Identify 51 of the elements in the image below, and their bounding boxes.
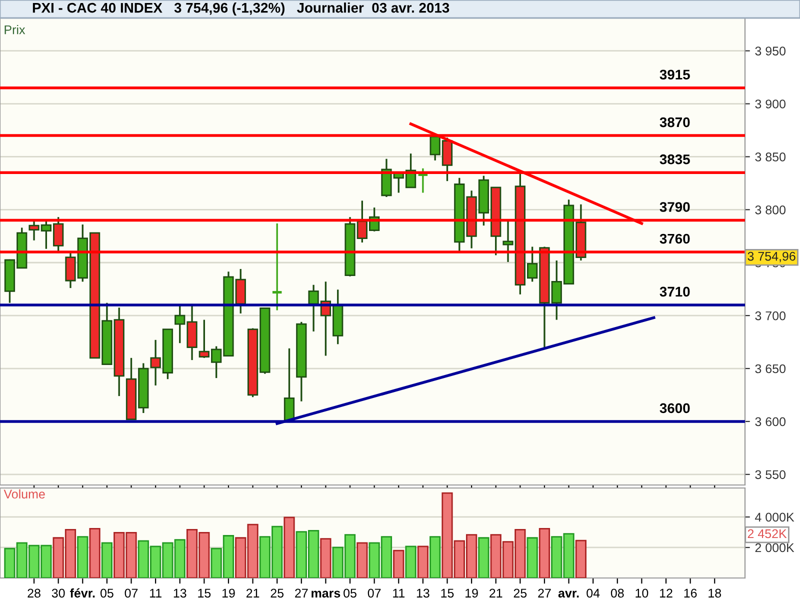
ref-line-label: 3915 [660, 70, 690, 80]
x-tick-label: 18 [708, 588, 722, 598]
y-tick-label: 3 600 [755, 417, 786, 426]
x-tick-label: 08 [610, 588, 624, 598]
x-tick-label: 13 [174, 588, 186, 598]
x-tick-label: 07 [124, 588, 138, 598]
x-tick-label: 27 [538, 588, 551, 598]
x-tick-label: 05 [100, 588, 114, 598]
x-tick-label: mars [312, 590, 340, 598]
ref-line-label: 3710 [660, 286, 690, 297]
x-tick-label: 25 [270, 588, 284, 598]
x-tick-label: févr. [70, 588, 95, 598]
x-tick-label: 11 [150, 588, 162, 598]
x-tick-label: avr. [558, 590, 579, 598]
y-tick-label: 3 950 [755, 46, 786, 56]
x-tick-label: 11 [393, 588, 405, 598]
x-tick-label: 28 [28, 588, 40, 598]
x-tick-label: 27 [295, 588, 308, 598]
x-tick-label: 21 [490, 588, 502, 598]
x-tick-label: 19 [466, 588, 478, 598]
x-tick-label: 15 [441, 588, 454, 598]
y-axis-title: Volume [4, 489, 45, 499]
ref-line-label: 3760 [660, 234, 690, 244]
y-tick-label: 3 650 [755, 364, 786, 374]
x-tick-label: 25 [514, 588, 527, 598]
x-tick-label: 07 [368, 588, 381, 598]
y-tick-label: 3 900 [755, 100, 786, 108]
ref-line-label: 3790 [660, 202, 690, 212]
y-axis-title: Prix [4, 25, 26, 34]
ref-line-label: 3835 [660, 154, 690, 164]
x-tick-label: 10 [636, 588, 648, 598]
ref-line-label: 3870 [660, 117, 690, 128]
x-tick-label: 05 [344, 588, 356, 598]
chart-title: PXI - CAC 40 INDEX 3 754,96 (-1,32%) Journalier 03 avr. 2013 [32, 2, 450, 16]
x-tick-label: 15 [198, 588, 211, 598]
y-tick-label: 4 000K [755, 512, 794, 522]
y-tick-label: 3 850 [755, 152, 786, 162]
x-tick-label: 13 [416, 588, 430, 598]
x-tick-label: 19 [222, 588, 235, 598]
ref-line-label: 3600 [660, 403, 690, 414]
x-tick-label: 04 [586, 588, 600, 598]
x-tick-label: 16 [684, 588, 697, 598]
y-tick-label: 3 700 [755, 311, 786, 320]
text: 3 754,96 [748, 252, 796, 262]
text: 2 452K [748, 529, 787, 538]
y-tick-label: 3 800 [755, 205, 786, 214]
x-tick-label: 30 [52, 588, 65, 598]
x-tick-label: 21 [246, 588, 260, 598]
y-tick-label: 3 550 [755, 470, 786, 480]
y-tick-label: 2 000K [755, 543, 794, 552]
x-tick-label: 12 [660, 588, 672, 598]
